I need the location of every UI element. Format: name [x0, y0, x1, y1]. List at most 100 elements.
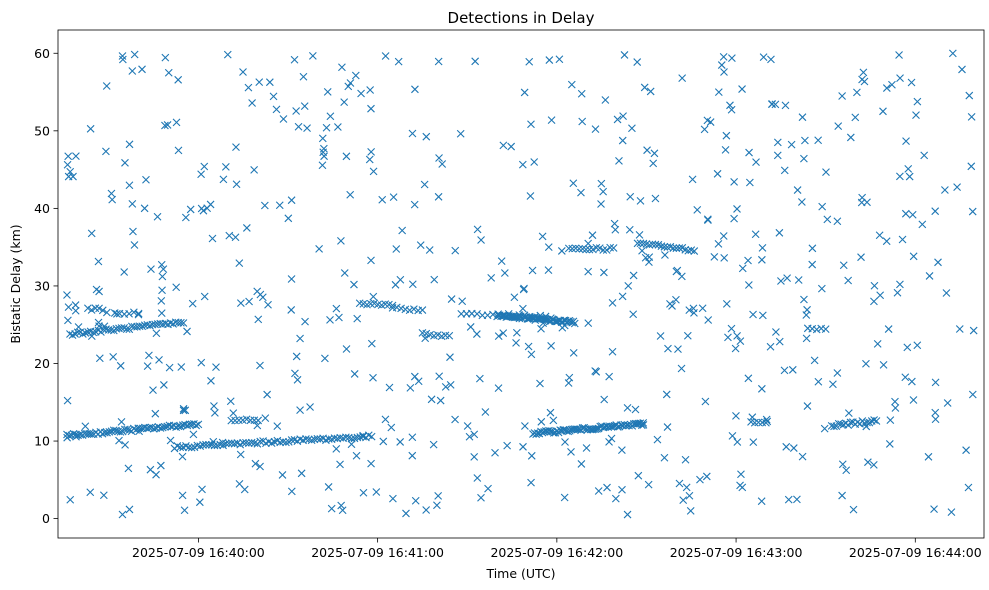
track-marker [582, 245, 590, 254]
track-marker [123, 425, 131, 434]
track-marker [179, 319, 188, 327]
scatter-marker [893, 288, 902, 297]
track-marker [227, 439, 236, 448]
scatter-marker [634, 471, 643, 480]
scatter-marker [722, 300, 731, 308]
scatter-marker [120, 268, 129, 276]
scatter-marker [661, 251, 669, 259]
scatter-marker [674, 345, 682, 354]
track-marker [103, 428, 111, 437]
track-marker [68, 331, 77, 339]
scatter-marker [898, 235, 907, 244]
x-tick-label: 2025-07-09 16:42:00 [490, 545, 623, 560]
scatter-marker [275, 201, 284, 210]
scatter-marker [378, 195, 387, 204]
scatter-marker [677, 364, 686, 373]
scatter-marker [470, 430, 479, 439]
scatter-marker [666, 299, 674, 308]
scatter-marker [727, 324, 736, 333]
track-marker [639, 420, 648, 429]
scatter-marker [968, 207, 977, 216]
scatter-marker [145, 351, 153, 360]
scatter-marker [71, 306, 80, 315]
scatter-marker [920, 151, 929, 160]
scatter-marker [226, 397, 235, 406]
scatter-marker [163, 121, 172, 129]
track-marker [176, 443, 185, 452]
scatter-marker [347, 440, 356, 449]
scatter-marker [623, 510, 632, 519]
scatter-marker [387, 423, 396, 432]
scatter-marker [577, 188, 585, 197]
scatter-marker [645, 253, 654, 262]
scatter-marker [800, 295, 808, 304]
scatter-marker [206, 200, 215, 209]
scatter-marker [823, 215, 832, 224]
scatter-marker [873, 340, 882, 348]
scatter-marker [296, 406, 304, 414]
x-axis: 2025-07-09 16:40:00 2025-07-09 16:41:00 20… [132, 538, 982, 560]
scatter-marker [530, 158, 539, 166]
scatter-marker [232, 180, 241, 189]
scatter-marker [392, 245, 401, 253]
scatter-marker [441, 382, 450, 391]
scatter-marker [882, 237, 891, 246]
track-marker [675, 244, 684, 252]
scatter-marker [582, 444, 591, 452]
scatter-marker [798, 452, 807, 461]
scatter-marker [757, 384, 766, 393]
scatter-marker [254, 315, 263, 324]
scatter-marker [95, 354, 104, 363]
scatter-marker [164, 68, 173, 77]
scatter-marker [597, 179, 606, 188]
scatter-marker [869, 460, 878, 469]
scatter-marker [165, 363, 174, 372]
scatter-marker [644, 480, 653, 489]
scatter-marker [94, 257, 103, 266]
scatter-marker [195, 498, 204, 507]
scatter-marker [465, 432, 474, 441]
track-marker [76, 430, 85, 439]
track-marker [158, 423, 167, 432]
scatter-marker [487, 273, 496, 282]
y-axis: 0 10 20 30 40 50 60 [34, 46, 58, 526]
scatter-marker [682, 483, 691, 492]
scatter-marker [447, 295, 456, 303]
scatter-marker [879, 107, 887, 116]
scatter-marker [610, 219, 619, 228]
scatter-marker [631, 405, 640, 414]
scatter-marker [968, 390, 977, 399]
scatter-marker [726, 101, 734, 110]
scatter-marker [749, 310, 757, 319]
scatter-marker [767, 55, 775, 64]
scatter-marker [188, 299, 197, 308]
scatter-marker [351, 71, 360, 80]
scatter-marker [736, 337, 745, 346]
scatter-marker [584, 267, 593, 276]
scatter-marker [411, 496, 420, 505]
scatter-marker [918, 220, 927, 229]
scatter-marker [727, 54, 736, 63]
scatter-marker [775, 337, 784, 346]
scatter-marker [143, 362, 152, 370]
scatter-marker [125, 181, 134, 190]
track-marker [837, 420, 845, 429]
scatter-marker [102, 82, 111, 90]
y-tick-label: 50 [34, 123, 50, 138]
scatter-marker [675, 479, 684, 488]
scatter-marker [704, 316, 713, 324]
scatter-marker [833, 369, 842, 377]
scatter-marker [913, 341, 922, 350]
scatter-marker [367, 104, 375, 113]
scatter-marker [64, 152, 73, 161]
scatter-marker [157, 296, 166, 305]
scatter-marker [965, 91, 974, 100]
scatter-marker [519, 285, 528, 294]
scatter-marker [477, 236, 485, 244]
scatter-marker [260, 201, 269, 210]
scatter-marker [338, 506, 347, 515]
scatter-marker [420, 180, 429, 189]
scatter-marker [332, 304, 341, 313]
scatter-marker [607, 434, 616, 443]
scatter-marker [408, 129, 417, 138]
